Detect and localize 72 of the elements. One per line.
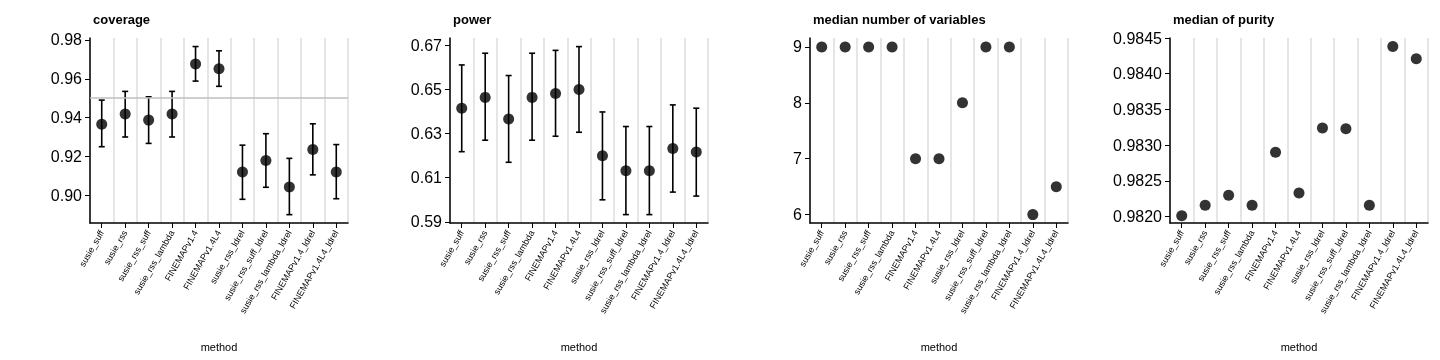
point (1223, 189, 1235, 201)
point (643, 165, 655, 177)
point (479, 91, 491, 103)
y-tick-label: 0.9835 (1113, 100, 1163, 118)
y-tick-label: 0.67 (410, 36, 443, 54)
point (690, 146, 702, 158)
point (816, 41, 828, 53)
point (96, 118, 108, 130)
x-axis-title: method (920, 340, 958, 353)
y-tick-label: 0.9840 (1113, 65, 1163, 83)
chart-title: power (453, 12, 492, 27)
chart-title: coverage (93, 12, 151, 27)
y-tick-label: 0.65 (410, 80, 443, 98)
y-tick-label: 0.92 (50, 147, 83, 165)
point (980, 41, 992, 53)
point (456, 102, 468, 114)
point (1176, 210, 1188, 222)
point (119, 108, 131, 120)
point (573, 83, 585, 95)
point (933, 153, 945, 165)
y-tick-label: 0.96 (50, 70, 83, 88)
y-tick-label: 0.9825 (1113, 172, 1163, 190)
point (307, 143, 319, 155)
point (863, 41, 875, 53)
point (667, 143, 679, 155)
y-tick-label: 0.9820 (1113, 208, 1163, 226)
point (503, 113, 515, 125)
y-tick-label: 0.90 (50, 186, 83, 204)
y-tick-label: 8 (793, 94, 803, 112)
point (1410, 53, 1422, 65)
point (236, 166, 248, 178)
y-tick-label: 9 (793, 38, 803, 56)
point (283, 181, 295, 193)
point (1027, 209, 1039, 221)
point (260, 154, 272, 166)
point (1003, 41, 1015, 53)
point (839, 41, 851, 53)
y-tick-label: 0.59 (410, 213, 443, 231)
point (1340, 123, 1352, 135)
x-axis-title: method (1280, 340, 1318, 353)
y-tick-label: 0.9845 (1113, 29, 1163, 47)
chart-title: median of purity (1173, 12, 1275, 27)
y-tick-label: 0.98 (50, 31, 83, 49)
point (1387, 41, 1399, 53)
point (1293, 187, 1305, 199)
point (1050, 181, 1062, 193)
point (620, 165, 632, 177)
point (956, 97, 968, 109)
point (596, 150, 608, 162)
x-axis-title: method (200, 340, 238, 353)
point (1246, 199, 1258, 211)
y-tick-label: 6 (793, 206, 803, 224)
point (1316, 122, 1328, 134)
y-tick-label: 0.63 (410, 125, 443, 143)
point (910, 153, 922, 165)
point (1270, 146, 1282, 158)
x-axis-title: method (560, 340, 598, 353)
point (190, 58, 202, 70)
y-tick-label: 7 (793, 150, 803, 168)
point (143, 114, 155, 126)
point (166, 108, 178, 120)
point (526, 91, 538, 103)
y-tick-label: 0.61 (410, 169, 443, 187)
point (330, 166, 342, 178)
point (886, 41, 898, 53)
point (213, 63, 225, 75)
chart-title: median number of variables (813, 12, 986, 27)
point (550, 87, 562, 99)
point (1199, 199, 1211, 211)
y-tick-label: 0.9830 (1113, 136, 1163, 154)
point (1363, 199, 1375, 211)
y-tick-label: 0.94 (50, 109, 83, 127)
